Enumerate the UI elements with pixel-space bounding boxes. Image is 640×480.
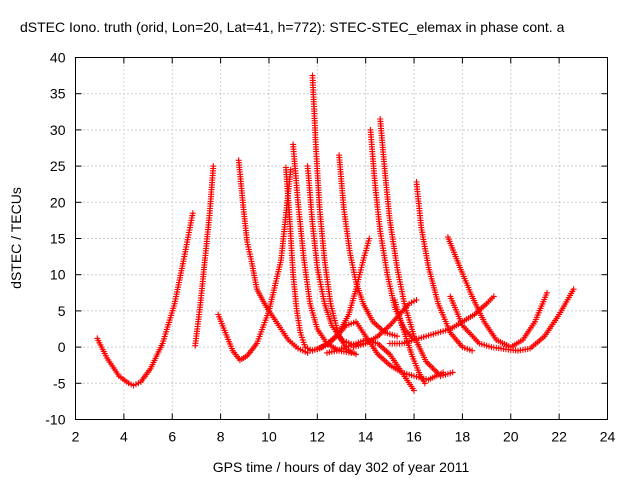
data-point bbox=[353, 351, 359, 358]
plot-frame bbox=[75, 57, 608, 420]
data-point bbox=[413, 297, 420, 303]
x-tick-label: 12 bbox=[310, 429, 326, 445]
x-tick-label: 10 bbox=[261, 429, 277, 445]
data-series-8 bbox=[309, 72, 359, 358]
data-series-17 bbox=[324, 336, 417, 394]
chart-title: dSTEC Iono. truth (orid, Lon=20, Lat=41,… bbox=[20, 19, 565, 35]
data-point bbox=[366, 235, 373, 242]
x-tick-label: 6 bbox=[168, 429, 176, 445]
y-tick-labels: -10 -5 0 5 10 15 20 25 30 35 40 bbox=[45, 50, 65, 428]
data-point bbox=[570, 286, 577, 293]
data-point bbox=[210, 163, 217, 170]
data-series-15 bbox=[447, 286, 577, 354]
data-series-3 bbox=[235, 157, 311, 356]
x-tick-label: 18 bbox=[455, 429, 471, 445]
y-axis-label: dSTEC / TECUs bbox=[8, 187, 24, 289]
data-point bbox=[189, 210, 196, 217]
x-tick-label: 24 bbox=[600, 429, 616, 445]
data-series-11 bbox=[377, 116, 456, 380]
data-point bbox=[469, 347, 476, 354]
y-tick-label: 5 bbox=[58, 303, 66, 319]
y-tick-label: 10 bbox=[50, 267, 66, 283]
x-tick-labels: 2 4 6 8 10 12 14 16 18 20 22 24 bbox=[72, 429, 616, 445]
data-series-18 bbox=[314, 318, 447, 383]
y-tick-label: -5 bbox=[53, 375, 66, 391]
x-tick-label: 4 bbox=[120, 429, 128, 445]
data-series-20 bbox=[386, 293, 497, 347]
y-tick-label: 35 bbox=[50, 86, 66, 102]
data-point bbox=[544, 289, 550, 296]
x-axis-label: GPS time / hours of day 302 of year 2011 bbox=[213, 459, 470, 475]
data-series-4 bbox=[215, 166, 294, 364]
x-tick-label: 14 bbox=[358, 429, 374, 445]
y-tick-label: 0 bbox=[58, 339, 66, 355]
data-series-19 bbox=[350, 297, 420, 351]
data-point bbox=[490, 293, 497, 300]
y-tick-label: 25 bbox=[50, 158, 66, 174]
y-tick-label: 40 bbox=[50, 50, 66, 66]
data-point bbox=[449, 369, 456, 376]
data-series-2 bbox=[192, 163, 217, 349]
data-series bbox=[94, 72, 577, 394]
data-series-14 bbox=[444, 234, 550, 351]
x-tick-label: 8 bbox=[217, 429, 225, 445]
y-tick-label: 15 bbox=[50, 231, 66, 247]
data-series-1 bbox=[94, 210, 196, 389]
y-tick-label: 20 bbox=[50, 194, 66, 210]
data-point bbox=[411, 387, 417, 394]
data-point bbox=[440, 369, 447, 376]
x-tick-label: 16 bbox=[406, 429, 422, 445]
data-point bbox=[394, 333, 401, 340]
data-series-9 bbox=[336, 152, 401, 340]
y-tick-label: 30 bbox=[50, 122, 66, 138]
x-tick-label: 20 bbox=[503, 429, 519, 445]
data-series-13 bbox=[413, 179, 476, 354]
y-tick-label: -10 bbox=[45, 412, 65, 428]
x-tick-label: 2 bbox=[72, 429, 80, 445]
data-series-6 bbox=[290, 141, 355, 356]
grid-lines bbox=[75, 57, 608, 420]
x-tick-label: 22 bbox=[551, 429, 567, 445]
data-point bbox=[421, 380, 428, 387]
